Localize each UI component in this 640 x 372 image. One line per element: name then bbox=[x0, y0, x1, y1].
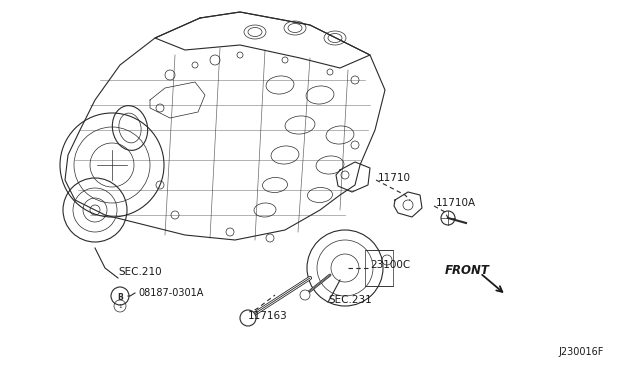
Text: FRONT: FRONT bbox=[445, 263, 490, 276]
Text: 11710: 11710 bbox=[378, 173, 411, 183]
Text: 23100C: 23100C bbox=[370, 260, 410, 270]
Circle shape bbox=[282, 57, 288, 63]
Text: J230016F: J230016F bbox=[558, 347, 604, 357]
Text: 117163: 117163 bbox=[248, 311, 288, 321]
Text: 08187-0301A: 08187-0301A bbox=[138, 288, 204, 298]
Text: B: B bbox=[117, 292, 123, 301]
Text: SEC.210: SEC.210 bbox=[118, 267, 162, 277]
Circle shape bbox=[327, 69, 333, 75]
Text: 11710A: 11710A bbox=[436, 198, 476, 208]
Circle shape bbox=[192, 62, 198, 68]
Text: 1: 1 bbox=[118, 305, 122, 310]
Circle shape bbox=[240, 310, 256, 326]
Circle shape bbox=[300, 290, 310, 300]
Circle shape bbox=[237, 52, 243, 58]
Bar bbox=[365, 250, 393, 286]
Text: SEC.231: SEC.231 bbox=[328, 295, 372, 305]
